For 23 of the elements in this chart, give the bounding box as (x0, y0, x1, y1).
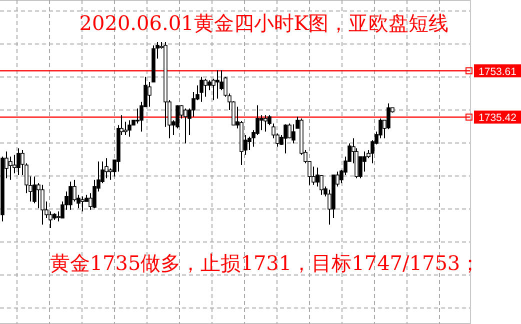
candlestick (208, 80, 212, 91)
candlestick (264, 114, 268, 132)
text: 2020.06.01黄金四小时K图，亚欧盘短线 (79, 11, 449, 35)
candlestick (32, 176, 36, 204)
candlestick (68, 181, 72, 210)
candlestick (200, 76, 204, 102)
candlestick (128, 120, 132, 138)
y-tick-label: 1735.42 (478, 112, 517, 124)
candlestick (104, 158, 108, 179)
candlestick (16, 148, 20, 176)
annotation: 黄金1735做多，止损1731，目标1747/1753； (50, 251, 480, 275)
candlestick (124, 121, 128, 136)
candlestick (292, 124, 296, 144)
candlestick (216, 70, 220, 100)
candlestick (184, 108, 188, 144)
candlestick (260, 114, 264, 131)
candlestick (80, 196, 84, 212)
candlestick (8, 156, 12, 180)
candlestick (316, 167, 320, 187)
candlestick (284, 124, 288, 154)
candlestick (40, 184, 44, 226)
y-tick-label: 1753.61 (478, 66, 517, 78)
candlestick (204, 78, 208, 98)
